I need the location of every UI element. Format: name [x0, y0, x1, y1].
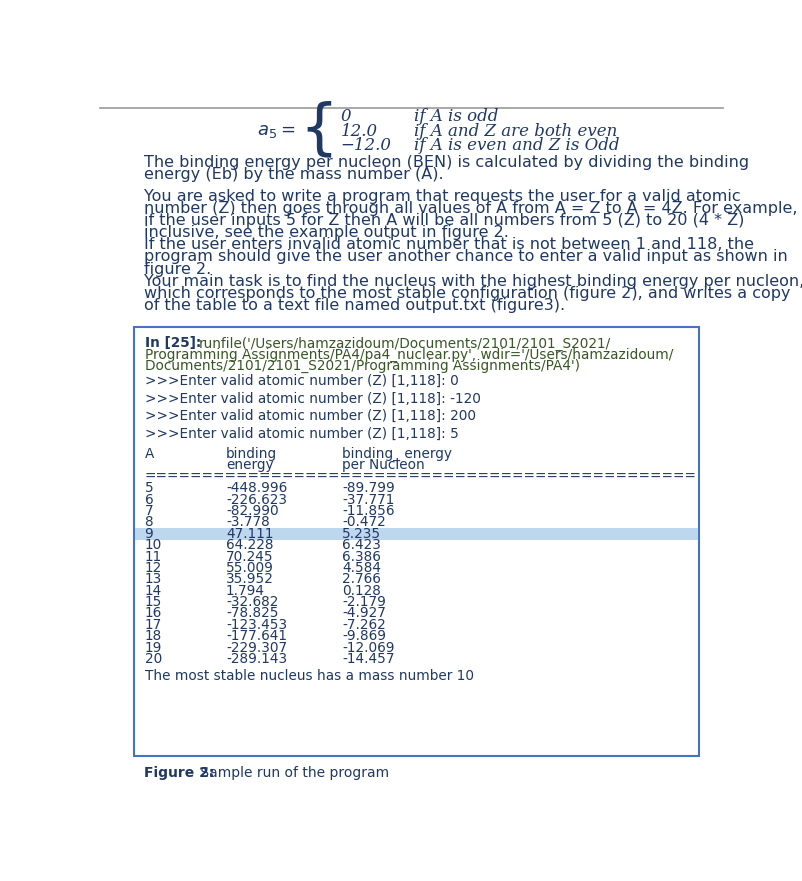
Text: -0.472: -0.472: [342, 515, 386, 529]
Text: 2.766: 2.766: [342, 573, 381, 587]
Text: A: A: [144, 447, 154, 461]
Text: 15: 15: [144, 595, 162, 609]
Text: 47.111: 47.111: [225, 527, 273, 541]
Text: of the table to a text file named output.txt (figure3).: of the table to a text file named output…: [144, 298, 564, 313]
Text: number (Z) then goes through all values of A from A = Z to A = 4Z. For example,: number (Z) then goes through all values …: [144, 201, 796, 216]
Text: -4.927: -4.927: [342, 606, 386, 620]
Text: -37.771: -37.771: [342, 492, 394, 507]
Text: 5: 5: [144, 481, 153, 495]
FancyBboxPatch shape: [135, 528, 697, 539]
Text: energy (Eb) by the mass number (A).: energy (Eb) by the mass number (A).: [144, 167, 443, 182]
Text: if the user inputs 5 for Z then A will be all numbers from 5 (Z) to 20 (4 * Z): if the user inputs 5 for Z then A will b…: [144, 213, 743, 228]
Text: binding_ energy: binding_ energy: [342, 447, 452, 461]
Text: -2.179: -2.179: [342, 595, 386, 609]
Text: 11: 11: [144, 550, 161, 564]
Text: -7.262: -7.262: [342, 618, 386, 632]
Text: 9: 9: [144, 527, 153, 541]
Text: figure 2.: figure 2.: [144, 262, 211, 277]
Text: if A is even and Z is Odd: if A is even and Z is Odd: [414, 137, 619, 154]
Text: 12: 12: [144, 561, 161, 575]
Text: 0.128: 0.128: [342, 584, 381, 597]
Text: ================================================: ========================================…: [144, 470, 695, 484]
Text: 18: 18: [144, 629, 161, 643]
Text: -226.623: -226.623: [225, 492, 286, 507]
Text: Figure 2:: Figure 2:: [144, 766, 214, 780]
Text: 5.235: 5.235: [342, 527, 381, 541]
Text: which corresponds to the most stable configuration (figure 2), and writes a copy: which corresponds to the most stable con…: [144, 286, 789, 301]
Text: In [25]:: In [25]:: [144, 337, 205, 351]
Text: 19: 19: [144, 640, 162, 655]
Text: 70.245: 70.245: [225, 550, 273, 564]
Text: 1.794: 1.794: [225, 584, 265, 597]
Text: >>>Enter valid atomic number (Z) [1,118]: 200: >>>Enter valid atomic number (Z) [1,118]…: [144, 410, 475, 424]
FancyBboxPatch shape: [134, 327, 698, 757]
Text: $\{$: $\{$: [298, 100, 331, 161]
Text: Programming Assignments/PA4/pa4_nuclear.py', wdir='/Users/hamzazidoum/: Programming Assignments/PA4/pa4_nuclear.…: [144, 348, 672, 362]
Text: runfile('/Users/hamzazidoum/Documents/2101/2101_S2021/: runfile('/Users/hamzazidoum/Documents/21…: [198, 337, 610, 351]
Text: if A is odd: if A is odd: [414, 108, 498, 125]
Text: >>>Enter valid atomic number (Z) [1,118]: -120: >>>Enter valid atomic number (Z) [1,118]…: [144, 392, 480, 405]
Text: 0: 0: [340, 108, 350, 125]
Text: energy: energy: [225, 458, 273, 472]
Text: >>>Enter valid atomic number (Z) [1,118]: 0: >>>Enter valid atomic number (Z) [1,118]…: [144, 374, 458, 388]
Text: 35.952: 35.952: [225, 573, 273, 587]
Text: -89.799: -89.799: [342, 481, 395, 495]
Text: -289.143: -289.143: [225, 652, 286, 666]
Text: 4.584: 4.584: [342, 561, 381, 575]
Text: 64.228: 64.228: [225, 538, 273, 552]
Text: binding: binding: [225, 447, 277, 461]
Text: per Nucleon: per Nucleon: [342, 458, 424, 472]
Text: if A and Z are both even: if A and Z are both even: [414, 122, 617, 139]
Text: inclusive, see the example output in figure 2.: inclusive, see the example output in fig…: [144, 225, 508, 240]
Text: You are asked to write a program that requests the user for a valid atomic: You are asked to write a program that re…: [144, 189, 739, 204]
Text: 17: 17: [144, 618, 161, 632]
Text: Your main task is to find the nucleus with the highest binding energy per nucleo: Your main task is to find the nucleus wi…: [144, 274, 802, 289]
Text: -3.778: -3.778: [225, 515, 269, 529]
Text: 12.0: 12.0: [340, 122, 377, 139]
Text: -82.990: -82.990: [225, 504, 278, 518]
Text: The binding energy per nucleon (BEN) is calculated by dividing the binding: The binding energy per nucleon (BEN) is …: [144, 155, 748, 170]
Text: Documents/2101/2101_S2021/Programming Assignments/PA4'): Documents/2101/2101_S2021/Programming As…: [144, 359, 579, 374]
Text: -78.825: -78.825: [225, 606, 278, 620]
Text: -448.996: -448.996: [225, 481, 287, 495]
Text: 16: 16: [144, 606, 161, 620]
Text: -11.856: -11.856: [342, 504, 395, 518]
Text: 10: 10: [144, 538, 161, 552]
Text: $a_5 =$: $a_5 =$: [257, 122, 295, 140]
Text: If the user enters invalid atomic number that is not between 1 and 118, the: If the user enters invalid atomic number…: [144, 237, 753, 252]
Text: 6.386: 6.386: [342, 550, 381, 564]
Text: The most stable nucleus has a mass number 10: The most stable nucleus has a mass numbe…: [144, 670, 473, 683]
Text: -14.457: -14.457: [342, 652, 395, 666]
Text: -12.069: -12.069: [342, 640, 395, 655]
Text: -32.682: -32.682: [225, 595, 278, 609]
Text: -123.453: -123.453: [225, 618, 286, 632]
Text: 8: 8: [144, 515, 153, 529]
Text: 13: 13: [144, 573, 161, 587]
Text: 6.423: 6.423: [342, 538, 381, 552]
Text: -9.869: -9.869: [342, 629, 386, 643]
Text: Sample run of the program: Sample run of the program: [196, 766, 389, 780]
Text: 55.009: 55.009: [225, 561, 273, 575]
Text: 7: 7: [144, 504, 153, 518]
Text: 20: 20: [144, 652, 161, 666]
Text: >>>Enter valid atomic number (Z) [1,118]: 5: >>>Enter valid atomic number (Z) [1,118]…: [144, 427, 458, 441]
Text: −12.0: −12.0: [340, 137, 391, 154]
Text: 6: 6: [144, 492, 153, 507]
Text: program should give the user another chance to enter a valid input as shown in: program should give the user another cha…: [144, 249, 787, 264]
Text: 14: 14: [144, 584, 161, 597]
Text: -177.641: -177.641: [225, 629, 286, 643]
Text: -229.307: -229.307: [225, 640, 286, 655]
